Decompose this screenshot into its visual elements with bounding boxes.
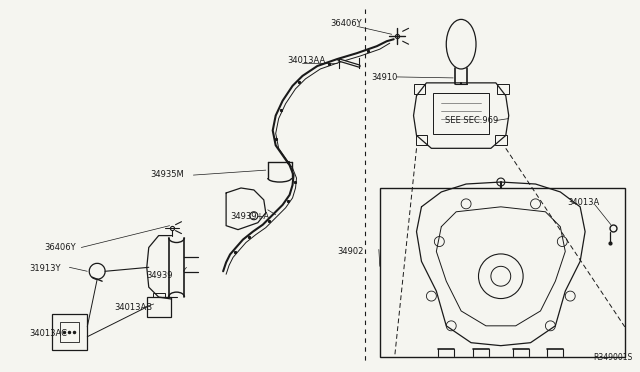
Text: 34013AC: 34013AC [29,329,68,338]
Text: 34013AB: 34013AB [114,303,152,312]
Text: 34013AA: 34013AA [287,56,326,65]
Text: 34910: 34910 [371,73,397,82]
Text: 34902: 34902 [337,247,364,256]
Text: 31913Y: 31913Y [29,264,61,273]
Text: 34939: 34939 [147,271,173,280]
Text: R349001S: R349001S [593,353,632,362]
Text: 34939+A: 34939+A [230,212,269,221]
Text: SEE SEC.969: SEE SEC.969 [445,116,499,125]
Text: 36406Y: 36406Y [45,243,76,251]
Bar [497,84,509,94]
Text: 34013A: 34013A [567,198,600,207]
Bar [60,322,79,342]
Text: 36406Y: 36406Y [330,19,362,28]
Bar [415,135,428,145]
Bar [380,188,625,357]
Bar [495,135,507,145]
Bar [413,84,426,94]
Bar [52,314,87,350]
Bar [147,297,171,317]
Bar [433,93,489,134]
Bar [153,293,164,297]
Text: 34935M: 34935M [151,170,184,179]
